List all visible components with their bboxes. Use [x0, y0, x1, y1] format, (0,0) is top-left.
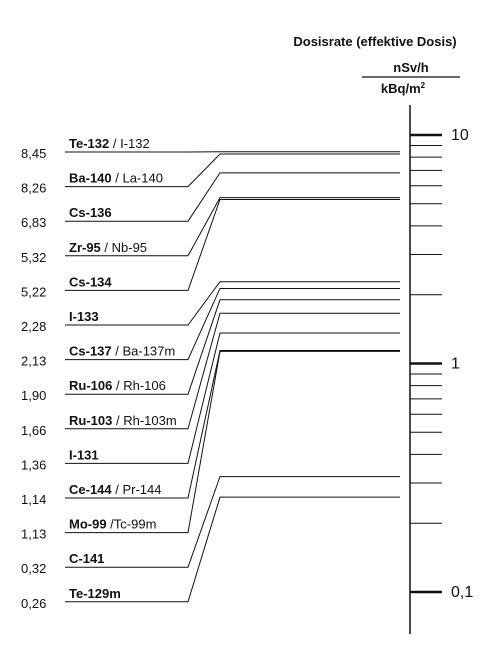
nuclide-label: Ce-144 / Pr-144 [69, 482, 162, 497]
nuclide-parent: Ru-106 [69, 378, 112, 393]
nuclide-label: Ba-140 / La-140 [69, 171, 163, 186]
value-label: 0,32 [21, 561, 46, 576]
nuclide-parent: I-131 [69, 447, 99, 462]
nuclide-daughter: / Rh-106 [112, 378, 165, 393]
value-label: 5,22 [21, 284, 46, 299]
nuclide-parent: Mo-99 [69, 517, 107, 532]
value-label: 8,26 [21, 181, 46, 196]
nuclide-daughter: / Ba-137m [112, 344, 176, 359]
nuclide-label: I-131 [69, 447, 99, 462]
nuclide-parent: Cs-136 [69, 205, 112, 220]
nuclide-parent: Cs-137 [69, 344, 112, 359]
nuclide-label: Ru-106 / Rh-106 [69, 378, 166, 393]
nuclide-label: Zr-95 / Nb-95 [69, 240, 147, 255]
axis-tick-label: 10 [451, 127, 469, 144]
axis-tick-label: 0,1 [451, 584, 473, 601]
value-label: 0,26 [21, 596, 46, 611]
nuclide-parent: Ru-103 [69, 413, 112, 428]
value-label: 1,36 [21, 457, 46, 472]
value-label: 5,32 [21, 250, 46, 265]
nuclide-daughter: / Pr-144 [112, 482, 162, 497]
nuclide-parent: Ba-140 [69, 171, 112, 186]
nuclide-daughter: / La-140 [112, 171, 163, 186]
nuclide-daughter: / Nb-95 [101, 240, 147, 255]
nuclide-label: I-133 [69, 309, 99, 324]
nuclide-parent: Zr-95 [69, 240, 101, 255]
nuclide-parent: Ce-144 [69, 482, 112, 497]
nuclide-parent: Te-132 [69, 136, 109, 151]
value-label: 2,13 [21, 354, 46, 369]
nuclide-parent: C-141 [69, 551, 104, 566]
unit-exponent: 2 [421, 81, 426, 90]
nuclide-label: Cs-136 [69, 205, 112, 220]
nuclide-label: Mo-99 /Tc-99m [69, 517, 156, 532]
header-title: Dosisrate (effektive Dosis) [293, 34, 456, 49]
value-label: 1,14 [21, 492, 46, 507]
nuclide-parent: I-133 [69, 309, 99, 324]
nuclide-parent: Te-129m [69, 586, 121, 601]
value-label: 1,66 [21, 423, 46, 438]
nuclide-parent: Cs-134 [69, 274, 112, 289]
nuclide-daughter: / Rh-103m [112, 413, 176, 428]
value-label: 1,13 [21, 527, 46, 542]
value-label: 6,83 [21, 215, 46, 230]
nuclide-label: Te-132 / I-132 [69, 136, 150, 151]
nuclide-daughter: / I-132 [109, 136, 149, 151]
value-label: 8,45 [21, 146, 46, 161]
value-label: 2,28 [21, 319, 46, 334]
chart-header: Dosisrate (effektive Dosis) nSv/h kBq/m2 [293, 34, 460, 96]
nuclide-label: Te-129m [69, 586, 121, 601]
nuclide-daughter: /Tc-99m [107, 517, 157, 532]
connectors [65, 152, 400, 602]
nuclide-label: Ru-103 / Rh-103m [69, 413, 177, 428]
unit-denominator: kBq/m [381, 81, 421, 96]
value-label: 1,90 [21, 388, 46, 403]
connector-line [65, 313, 400, 429]
axis-tick-label: 1 [451, 356, 460, 373]
nuclide-label: Cs-137 / Ba-137m [69, 344, 175, 359]
nuclide-label: C-141 [69, 551, 104, 566]
nuclide-labels: 8,45 Te-132 / I-132 8,26 Ba-140 / La-140 6,8… [21, 136, 177, 611]
nuclide-label: Cs-134 [69, 274, 112, 289]
unit-numerator: nSv/h [393, 60, 428, 75]
log-scale: 10 1 0,1 [410, 105, 473, 634]
svg-text:kBq/m2: kBq/m2 [381, 81, 426, 96]
